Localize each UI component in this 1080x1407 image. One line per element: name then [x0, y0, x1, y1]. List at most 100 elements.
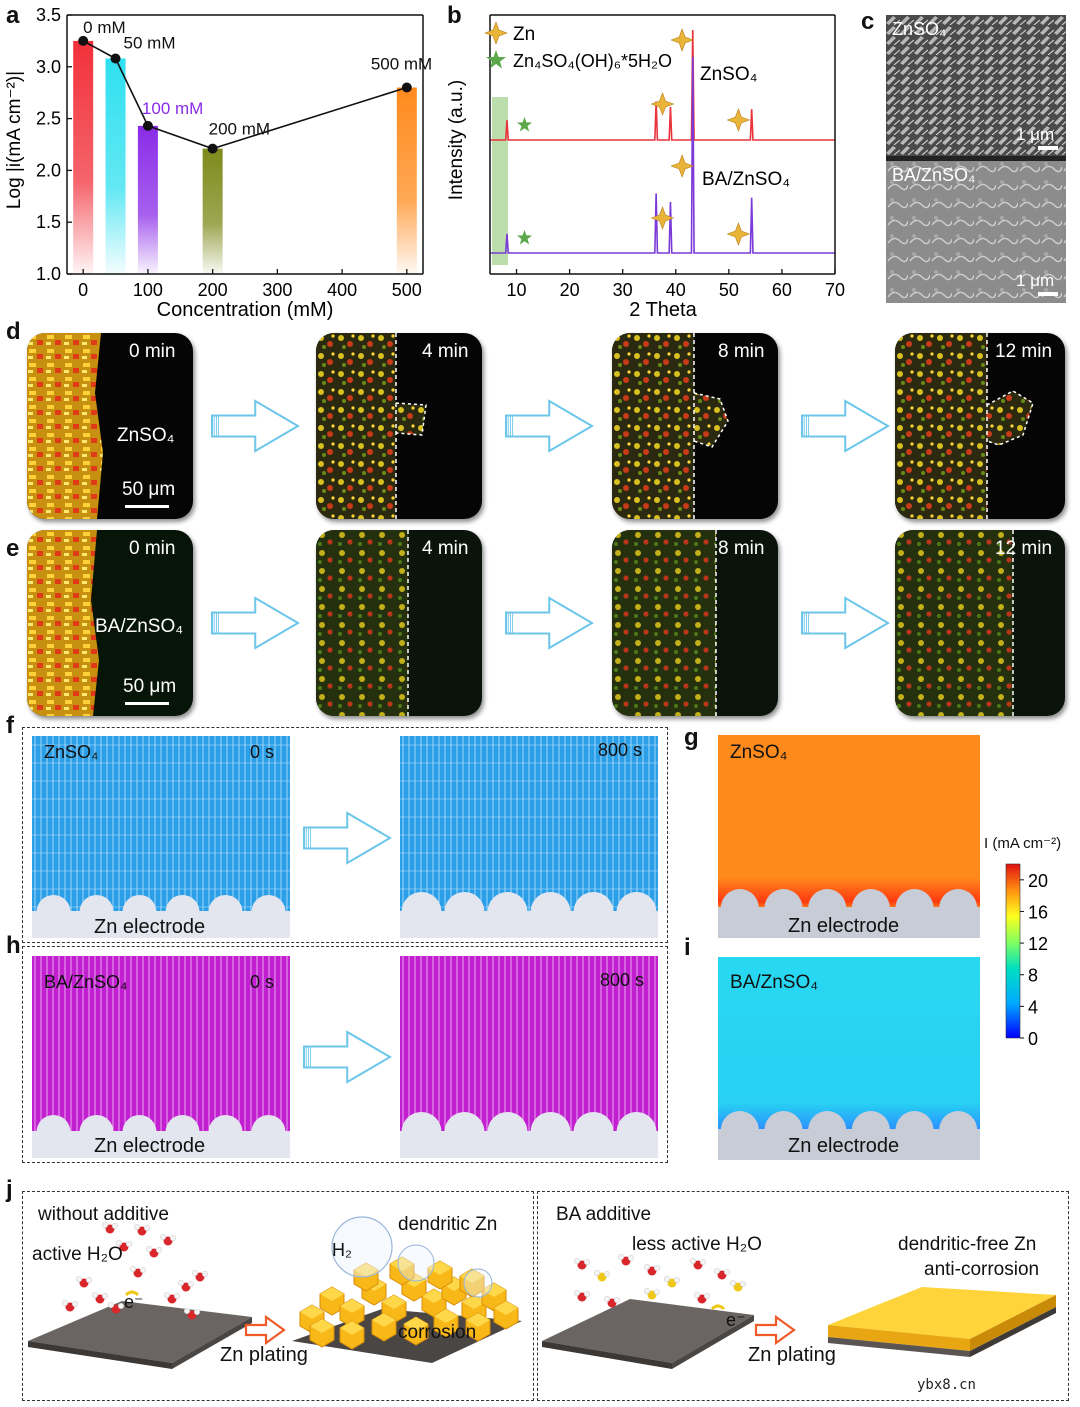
ytick-label-a: 1.0 — [36, 264, 61, 284]
electrolyte-e: BA/ZnSO₄ — [95, 616, 184, 637]
electrode-bump — [36, 895, 71, 912]
electrolyte-f: ZnSO₄ — [44, 742, 99, 762]
panel-label-h: h — [6, 932, 21, 959]
zn-peak-marker-icon — [726, 108, 751, 132]
xtick-label-a: 400 — [327, 280, 357, 300]
colorbar-tick-label: 20 — [1028, 871, 1048, 891]
bar-0 — [73, 40, 94, 275]
xtick-label-b: 70 — [825, 280, 845, 300]
time-f-0: 0 s — [250, 742, 275, 762]
schematic-j — [28, 1216, 1056, 1369]
xrd-series-1 — [490, 57, 835, 254]
sim-f-0s — [32, 736, 290, 938]
electrolyte-d: ZnSO₄ — [117, 425, 175, 446]
j-h2: H₂ — [332, 1240, 352, 1260]
electrode-bump — [616, 892, 657, 912]
time-e-1: 4 min — [422, 538, 469, 559]
transition-arrow-icon — [211, 596, 300, 650]
sim-f-800s — [400, 736, 658, 938]
bar-200 — [202, 148, 223, 274]
sem-images: ZnSO₄ BA/ZnSO₄ 1 μm 1 μm — [886, 15, 1066, 303]
transition-arrow-icon — [505, 399, 594, 453]
xtick-label-b: 10 — [507, 280, 527, 300]
data-label-a: 100 mM — [142, 99, 203, 118]
zn-peak-marker-icon — [670, 28, 694, 52]
colorbar-tick-label: 8 — [1028, 966, 1038, 986]
electrode-bump — [487, 1112, 528, 1132]
time-f-1: 800 s — [598, 740, 643, 760]
chart-b: 10 20 30 40 50 60 70 Zn Zn₄SO₄(OH)₆*5H₂O ZnSO₄… — [446, 14, 845, 321]
point-a-500 — [401, 82, 412, 93]
zn-star-icon — [484, 21, 508, 45]
sem-label-ba: BA/ZnSO₄ — [892, 165, 976, 185]
ytick-label-a: 3.0 — [36, 57, 61, 77]
electrolyte-h: BA/ZnSO₄ — [44, 972, 128, 992]
box-j-right — [537, 1191, 1069, 1401]
panel-label-i: i — [684, 934, 691, 961]
plating-arrow-right — [754, 1314, 796, 1346]
current-map-i — [718, 957, 980, 1160]
scale-d: 50 μm — [122, 479, 176, 500]
panel-label-g: g — [684, 724, 699, 751]
series-label-znso4: ZnSO₄ — [700, 64, 758, 85]
box-f — [22, 727, 668, 943]
scale-e: 50 μm — [123, 676, 177, 697]
electrode-bump — [808, 889, 847, 908]
sem-scale-bottom: 1 μm — [1016, 271, 1055, 290]
time-h-0: 0 s — [250, 972, 275, 992]
electrode-bump — [720, 889, 759, 908]
electrode-bump — [530, 1112, 571, 1132]
bar-50 — [105, 58, 126, 275]
j-dendritic: dendritic Zn — [398, 1214, 498, 1235]
plating-arrow-left — [244, 1314, 286, 1346]
electrode-bump — [851, 1111, 890, 1130]
xtick-label-a: 500 — [392, 280, 422, 300]
basic-salt-marker-icon — [516, 230, 533, 245]
electrode-bump — [401, 1112, 442, 1132]
electrode-bump — [444, 892, 485, 912]
colorbar-label: I (mA cm⁻²) — [984, 835, 1062, 852]
legend-zn: Zn — [513, 24, 535, 45]
electrode-bump — [720, 1111, 759, 1130]
bar-500 — [396, 87, 417, 275]
micrograph-d-0: 0 min ZnSO₄ 50 μm — [27, 333, 193, 519]
current-map-g — [718, 735, 980, 938]
bar-100 — [137, 125, 158, 275]
time-e-2: 8 min — [718, 538, 765, 559]
ytick-label-a: 2.5 — [36, 109, 61, 129]
electrode-bump — [165, 1115, 200, 1132]
electrode-h-label: Zn electrode — [94, 1135, 206, 1157]
electrode-bump — [616, 1112, 657, 1132]
electrode-bump — [36, 1115, 71, 1132]
electrode-bump — [895, 1111, 934, 1130]
sem-scale-top: 1 μm — [1016, 125, 1055, 144]
electrode-bump — [208, 895, 243, 912]
j-electron-left: e⁻ — [124, 1292, 144, 1312]
green-star-icon — [486, 50, 506, 69]
box-j-left — [22, 1191, 534, 1401]
colorbar-tick-label: 0 — [1028, 1029, 1038, 1045]
micrograph-e-12: 12 min — [895, 530, 1065, 716]
highlight-band — [492, 97, 508, 265]
time-d-1: 4 min — [422, 341, 469, 362]
transition-arrow-icon — [505, 596, 594, 650]
j-plating-left: Zn plating — [220, 1344, 308, 1366]
panel-label-d: d — [6, 318, 21, 345]
zn-peak-marker-icon — [670, 154, 694, 178]
xtick-label-a: 200 — [198, 280, 228, 300]
legend-basic-salt: Zn₄SO₄(OH)₆*5H₂O — [513, 51, 672, 71]
xtick-label-b: 20 — [560, 280, 580, 300]
y-axis-label-a: Log |i(mA cm⁻²)| — [4, 71, 25, 209]
colorbar: 0 4 8 12 16 20 — [1005, 863, 1048, 1045]
ytick-label-a: 2.0 — [36, 160, 61, 180]
j-electron-right: e⁻ — [726, 1310, 746, 1330]
colorbar-tick-label: 4 — [1028, 997, 1038, 1017]
electrode-bump — [208, 1115, 243, 1132]
j-less-active-water: less active H₂O — [632, 1234, 762, 1255]
ytick-label-a: 3.5 — [36, 5, 61, 25]
micrograph-d-12: 12 min — [895, 333, 1065, 519]
colorbar-tick-label: 12 — [1028, 934, 1048, 954]
xtick-label-a: 300 — [262, 280, 292, 300]
data-label-a: 200 mM — [209, 120, 270, 139]
x-axis-label-b: 2 Theta — [629, 299, 697, 321]
